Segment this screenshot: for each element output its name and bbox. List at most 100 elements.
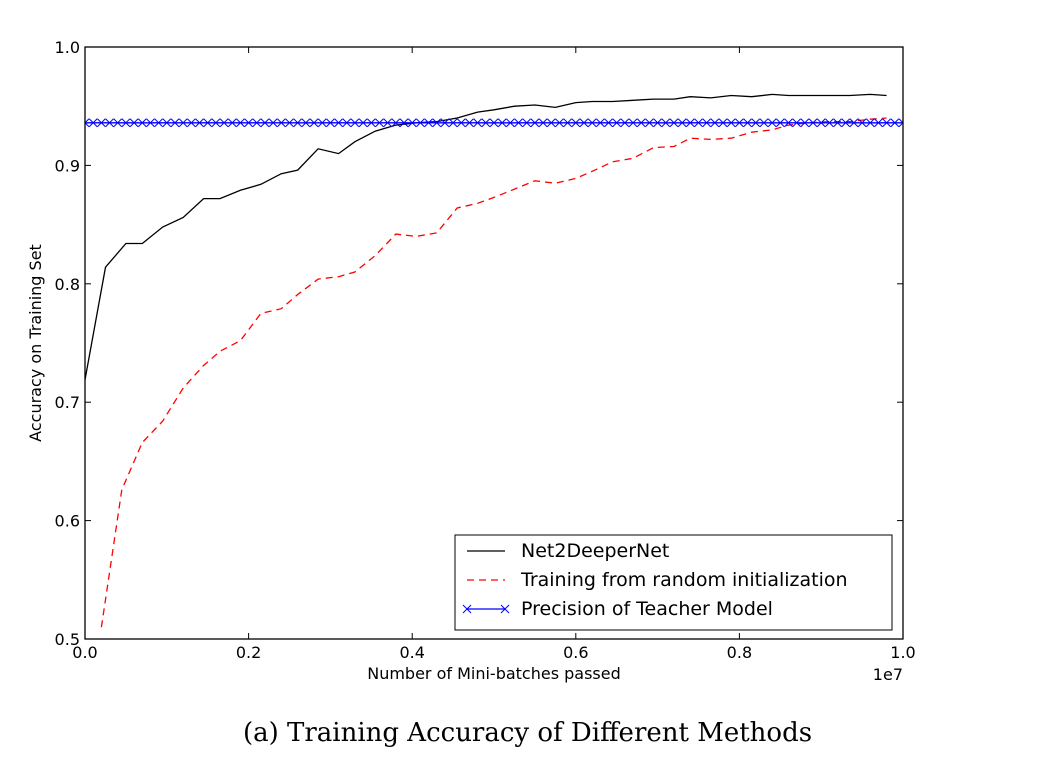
legend-label: Net2DeeperNet [521,540,669,562]
series-marker [260,118,270,128]
plot-frame [84,46,904,640]
series-marker [85,122,90,128]
series-marker [154,118,163,128]
series-net2deepernet [85,93,887,380]
series-marker [506,118,515,128]
series-marker [440,118,450,128]
x-tick-label: 0.0 [72,643,97,662]
series-marker [669,118,679,128]
legend-swatch-marker [462,604,472,614]
series-precision-of-teacher-model [85,118,903,128]
y-axis-label: Accuracy on Training Set [26,244,45,442]
series-marker [497,118,507,128]
series-marker [407,118,417,128]
series-marker [383,118,393,128]
series-marker [653,118,662,128]
series-marker [898,118,903,124]
series-marker [334,118,343,128]
series-marker [604,118,613,128]
series-marker [702,118,712,128]
series-line-training-from-random-initialization [100,117,887,628]
series-marker [399,118,409,128]
series-marker [759,118,769,128]
series-marker [514,118,523,128]
series-marker [735,118,744,128]
series-marker [326,118,335,128]
series-marker [898,122,903,128]
series-marker [342,118,352,128]
series-marker [448,118,458,128]
series-marker [293,118,303,128]
series-marker [252,118,262,128]
series-marker [146,118,155,128]
x-tick-label: 0.4 [399,643,424,662]
series-marker [358,118,368,128]
series-marker [628,118,638,128]
series-marker [186,118,196,128]
series-marker [456,118,466,128]
series-marker [841,118,851,128]
series-marker [825,118,834,128]
y-tick-label: 0.7 [55,393,80,412]
series-marker [276,118,286,128]
series-marker [710,118,720,128]
series-marker [391,118,401,128]
series-marker [113,118,123,128]
series-training-from-random-initialization [100,117,887,628]
series-marker [620,118,630,128]
legend-box [454,534,893,631]
y-tick-label: 0.5 [55,630,80,649]
series-marker [121,118,131,128]
series-marker [636,118,646,128]
series-marker [489,118,499,128]
series-marker [595,118,605,128]
series-marker [522,118,532,128]
series-marker [694,118,703,128]
legend-entry: Net2DeeperNet [467,540,669,562]
legend-label: Training from random initialization [520,569,848,591]
legend-label: Precision of Teacher Model [521,598,773,620]
series-marker [718,118,728,128]
series-marker [743,118,752,128]
series-marker [661,118,671,128]
series-marker [874,118,883,128]
series-marker [473,118,482,128]
series-marker [85,118,90,124]
series-marker [726,118,736,128]
series-marker [219,118,229,128]
series-marker [170,118,180,128]
series-marker [178,118,188,128]
series-marker [424,118,433,128]
x-offset-label: 1e7 [873,665,903,684]
series-marker [375,118,384,128]
series-line-net2deepernet [85,93,887,380]
series-marker [105,118,114,128]
x-tick-label: 1.0 [890,643,915,662]
series-marker [587,118,597,128]
series-marker [530,118,540,128]
series-marker [244,118,253,128]
series-marker [195,118,204,128]
series-marker [612,118,622,128]
y-tick-label: 0.8 [55,275,80,294]
series-marker [285,118,294,128]
series-marker [301,118,311,128]
series-marker [555,118,564,128]
line-chart: 0.0 0.2 0.4 0.6 0.8 1.0 0.5 0.6 0.7 0.8 0.9 1.0 Num… [26,38,916,684]
legend-entry: Precision of Teacher Model [462,598,773,620]
series-marker [350,118,360,128]
series-marker [481,118,491,128]
y-tick-label: 0.9 [55,156,80,175]
legend-entry: Training from random initialization [467,569,848,591]
series-marker [366,118,376,128]
series-marker [97,118,106,128]
series-marker [677,118,687,128]
x-axis-label: Number of Mini-batches passed [367,664,621,683]
legend: Net2DeeperNet Training from random initia… [454,534,893,631]
series-marker [857,118,867,128]
series-marker [203,118,213,128]
series-marker [432,118,442,128]
series-marker [816,118,826,128]
series-marker [236,118,245,128]
